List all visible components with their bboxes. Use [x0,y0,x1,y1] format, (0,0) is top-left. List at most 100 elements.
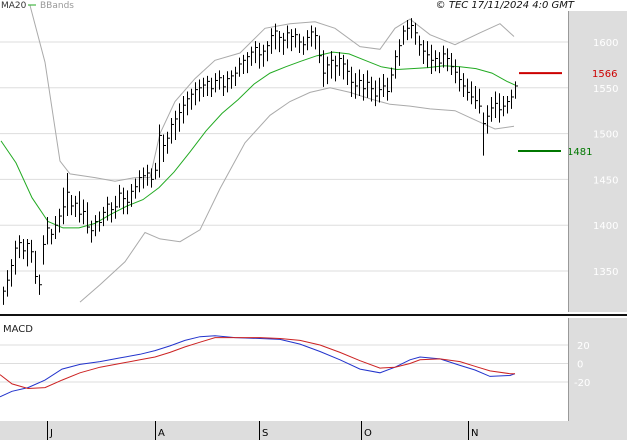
ohlc-bar [11,259,14,287]
time-axis-tick-label: J [49,428,53,439]
ohlc-bar [191,88,194,110]
ohlc-bar [75,195,78,217]
ohlc-bar [459,66,462,92]
ohlc-bar [259,42,262,69]
ohlc-bar [183,96,186,124]
ohlc-bar [295,28,298,48]
ohlc-bar [335,55,338,82]
ohlc-bar [107,196,110,221]
ohlc-bar [279,31,282,53]
price-axis-band [568,11,627,312]
ohlc-bars [3,18,518,305]
ohlc-bar [359,69,362,97]
ohlc-bar [171,118,174,144]
ohlc-bar [215,73,218,93]
ohlc-bar [395,50,398,79]
ohlc-bar [95,215,98,237]
price-y-tick-label: 1450 [593,175,618,186]
time-axis-tick-label: S [262,428,268,439]
ohlc-bar [255,41,258,64]
ohlc-bar [159,124,162,178]
signal-line [0,337,515,390]
ohlc-bar [303,36,306,55]
ohlc-bar [175,110,178,141]
ohlc-bar [199,79,202,102]
ohlc-bar [187,91,190,116]
ohlc-bar [503,96,506,117]
ohlc-bar [155,162,158,180]
ohlc-bar [427,41,430,68]
ohlc-bar [355,73,358,99]
ohlc-bar [231,70,234,89]
ohlc-bar [283,32,286,55]
ohlc-bar [495,91,498,119]
macd-y-tick-label: -20 [574,378,590,389]
macd-pane: 20 0 -20 MACD [0,324,590,398]
price-grid [0,41,568,272]
ohlc-bar [315,27,318,50]
price-y-tick-label: 1600 [593,38,618,49]
ohlc-bar [515,81,518,99]
ohlc-bar [119,184,122,208]
ohlc-bar [27,238,30,267]
ohlc-bar [423,40,426,64]
ohlc-bar [167,131,170,154]
price-y-ticks: 1350 1400 1450 1500 1550 1600 [593,38,618,278]
ohlc-bar [139,170,142,193]
ohlc-bar [79,191,82,223]
ohlc-bar [243,54,246,75]
ohlc-bar [455,59,458,84]
ohlc-bar [267,41,270,62]
ohlc-bar [475,85,478,109]
ohlc-bar [287,25,290,49]
ohlc-bar [391,67,394,93]
ohlc-bar [387,77,390,101]
ohlc-bar [371,76,374,102]
ohlc-bar [203,77,206,97]
ohlc-bar [111,202,114,223]
ohlc-bar [411,18,414,39]
ohlc-bar [367,70,370,98]
ohlc-bar [151,168,154,188]
ohlc-bar [275,23,278,50]
ohlc-bar [467,78,470,101]
ohlc-bar [443,45,446,68]
ohlc-bar [131,183,134,207]
ohlc-bar [19,235,22,259]
ohlc-bar [351,66,354,97]
ohlc-bar [319,35,322,64]
ohlc-bar [3,286,6,305]
ohlc-bar [59,208,62,233]
ohlc-bar [91,220,94,243]
time-axis-tick-label: N [471,428,478,439]
ohlc-bar [235,66,238,86]
price-y-tick-label: 1400 [593,221,618,232]
legend-bbands-label: BBands [40,1,74,11]
ohlc-bar [179,103,182,132]
ohlc-bar [147,164,150,186]
copyright-text: © TEC 17/11/2024 4:0 GMT [436,0,575,11]
ohlc-bar [239,57,242,77]
bbands-lower-line [79,87,515,303]
ohlc-bar [483,112,486,156]
ohlc-bar [115,195,118,219]
ohlc-bar [43,235,46,265]
ohlc-bar [491,96,494,122]
ohlc-bar [219,70,222,90]
ohlc-bar [399,39,402,66]
ohlc-bar [415,22,418,45]
ohlc-bar [447,48,450,72]
resistance-level-label: 1566 [592,69,617,80]
ohlc-bar [379,77,382,103]
bbands-upper-line [29,5,515,182]
ohlc-bar [143,167,146,189]
ohlc-bar [487,105,490,134]
ohlc-bar [103,206,106,227]
ohlc-bar [23,238,26,260]
ohlc-bar [507,96,510,114]
ohlc-bar [15,240,18,275]
ohlc-bar [55,216,58,239]
ohlc-bar [439,52,442,74]
ohlc-bar [375,80,378,107]
